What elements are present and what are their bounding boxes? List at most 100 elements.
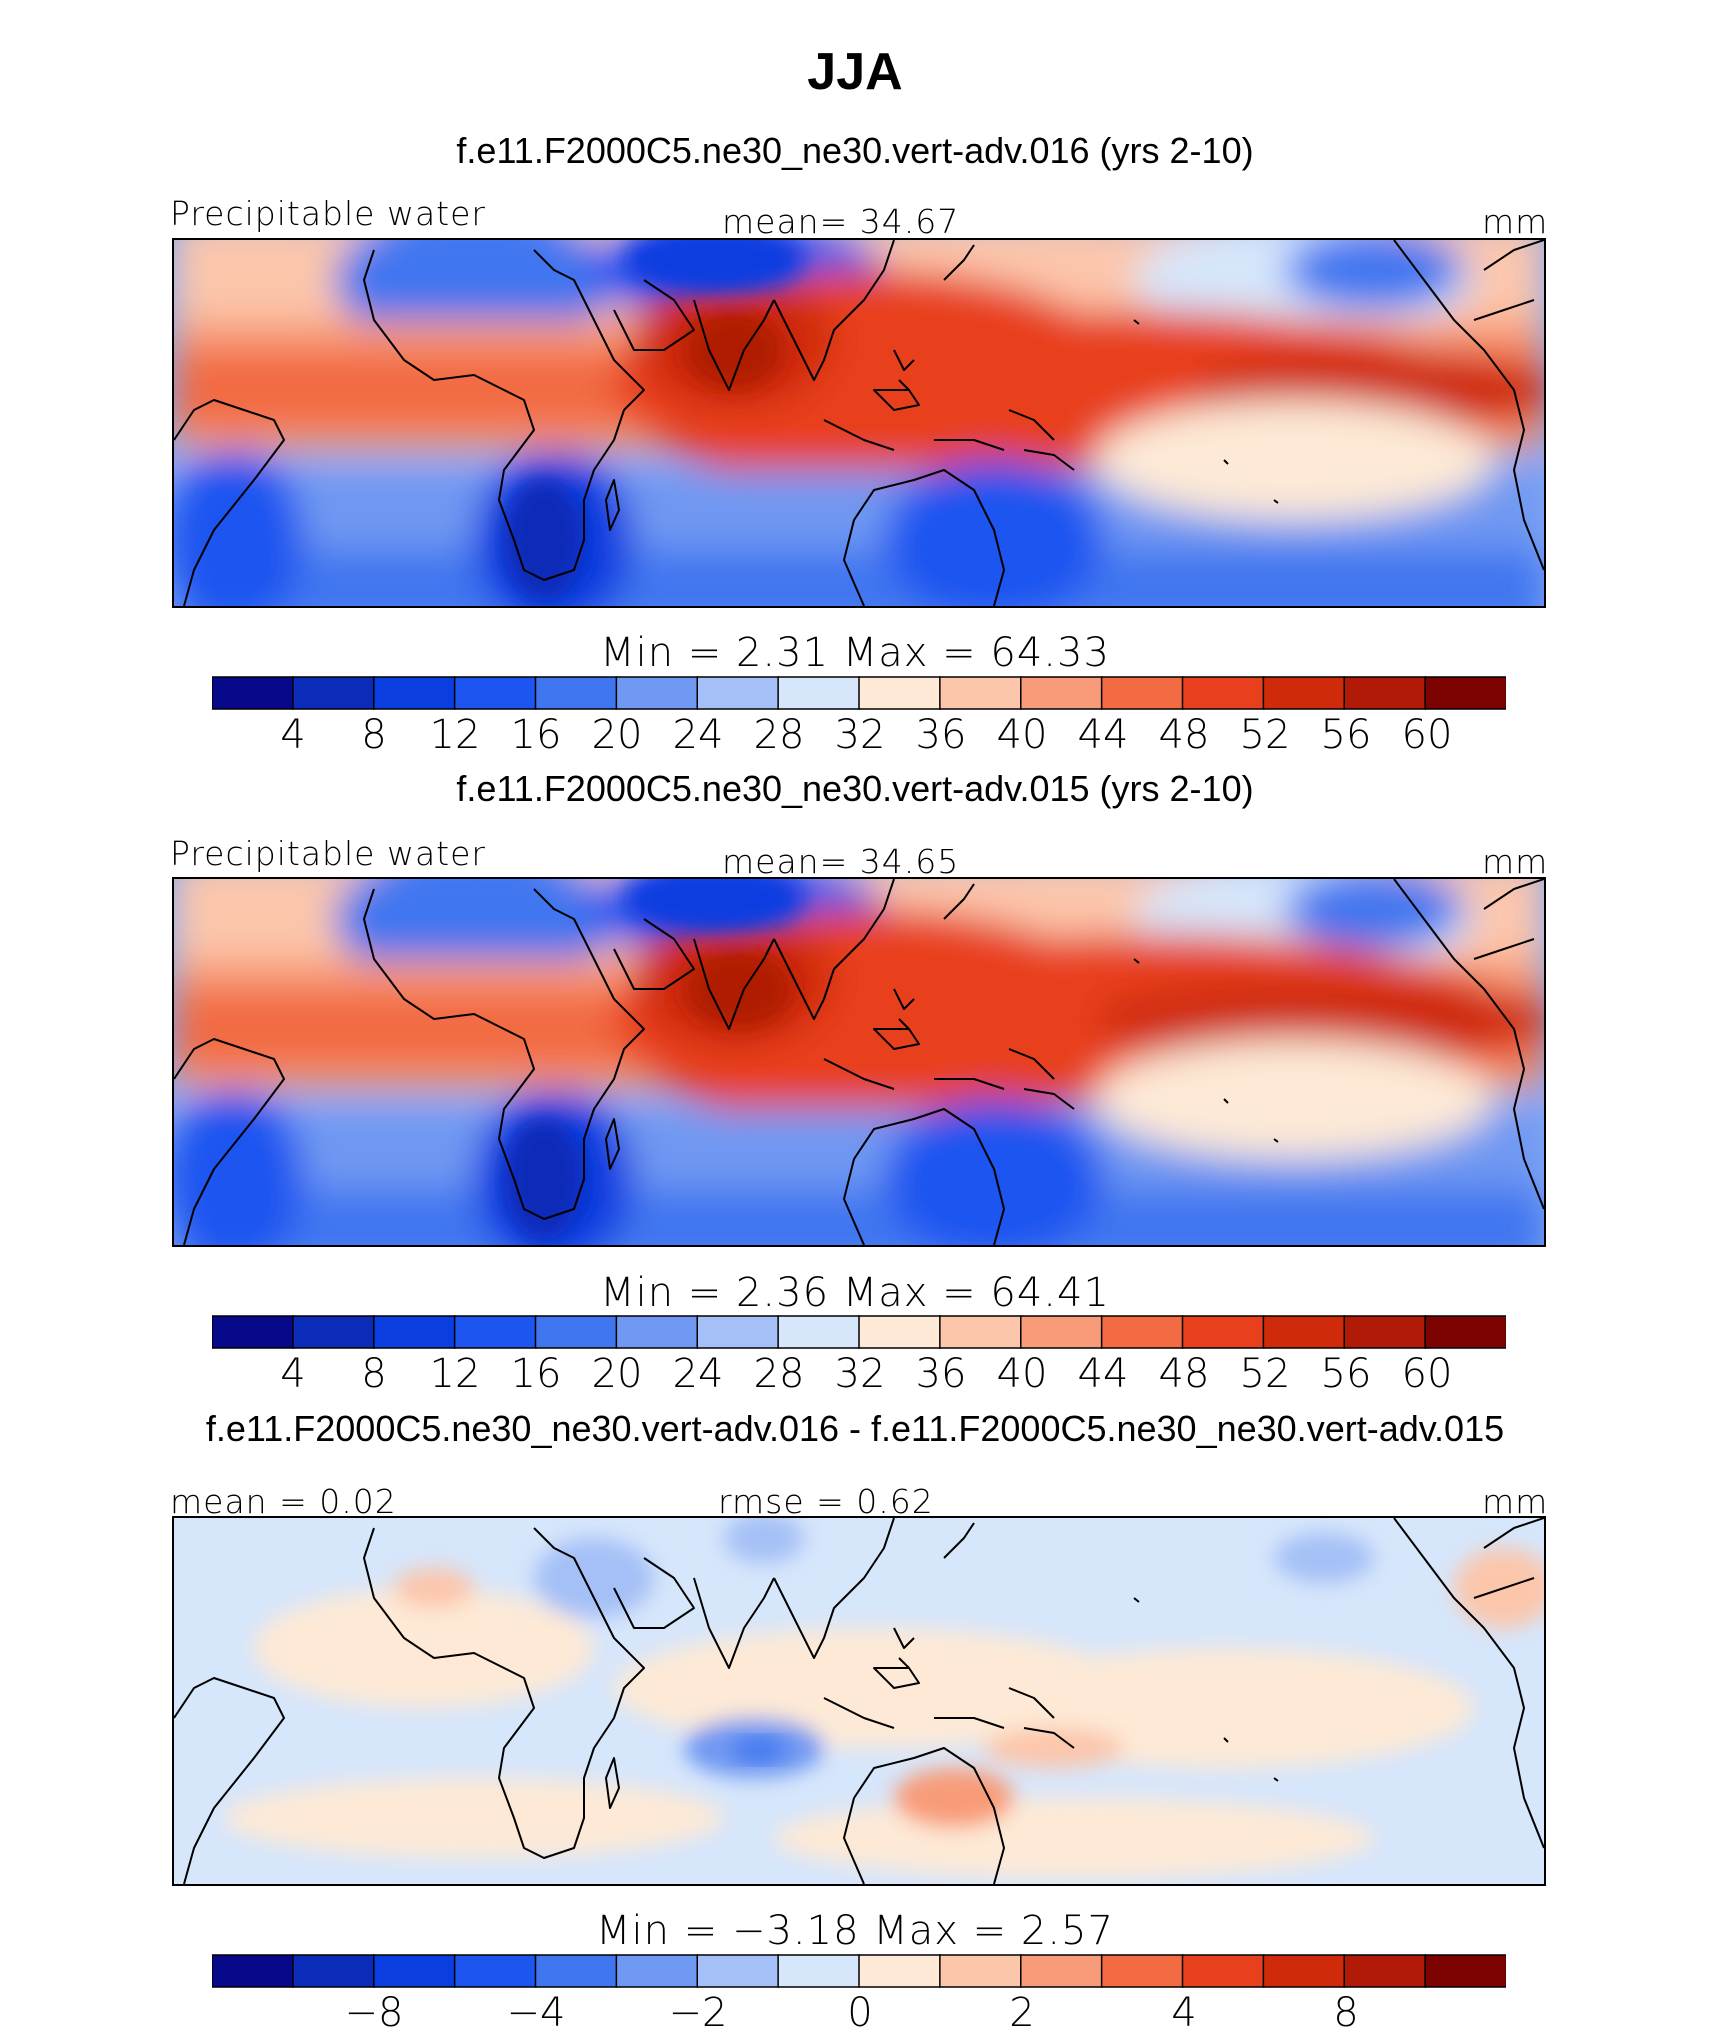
colorbar-swatch [858, 1315, 942, 1349]
colorbar-tick-label: 12 [429, 1351, 481, 1397]
colorbar-swatch [1181, 1954, 1265, 1988]
panel-3-map [172, 1516, 1546, 1886]
colorbar-swatch [453, 1954, 537, 1988]
colorbar-tick-label: 8 [1333, 1990, 1359, 2036]
panel-3-colorbar-labels: −8 −4 −2 0 2 4 8 [0, 1990, 1710, 2040]
colorbar-swatch [212, 1315, 295, 1349]
colorbar-swatch [212, 1954, 295, 1988]
panel-1-variable-label: Precipitable water [170, 194, 486, 233]
colorbar-tick-label: 40 [996, 712, 1048, 758]
colorbar-swatch [292, 676, 376, 710]
colorbar-swatch [1262, 1315, 1346, 1349]
colorbar-tick-label: 16 [510, 712, 562, 758]
colorbar-swatch [373, 676, 456, 710]
colorbar-tick-label: 4 [280, 1351, 306, 1397]
colorbar-swatch [939, 1315, 1023, 1349]
colorbar-swatch [1100, 1315, 1184, 1349]
colorbar-swatch [1424, 1954, 1506, 1988]
panel-2-mean-label: mean= 34.65 [722, 842, 960, 881]
colorbar-tick-label: 48 [1158, 1351, 1210, 1397]
colorbar-tick-label: 44 [1077, 712, 1129, 758]
colorbar-tick-label: 24 [672, 712, 724, 758]
panel-2-colorbar-labels: 4 8 12 16 20 24 28 32 36 40 44 48 52 56 … [0, 1351, 1710, 1401]
colorbar-swatch [212, 676, 295, 710]
panel-2-case-title: f.e11.F2000C5.ne30_ne30.vert-adv.015 (yr… [456, 768, 1254, 809]
colorbar-tick-label: 20 [591, 1351, 643, 1397]
colorbar-swatch [1343, 676, 1427, 710]
colorbar-tick-label: 4 [1171, 1990, 1197, 2036]
colorbar-swatch [1181, 1315, 1265, 1349]
panel-1-colorbar [212, 676, 1506, 710]
colorbar-swatch [1181, 676, 1265, 710]
panel-3-minmax: Min = −3.18 Max = 2.57 [596, 1908, 1114, 1954]
colorbar-swatch [1424, 676, 1506, 710]
colorbar-swatch [615, 1954, 699, 1988]
colorbar-tick-label: 24 [672, 1351, 724, 1397]
colorbar-tick-label: −2 [668, 1990, 728, 2036]
colorbar-swatch [292, 1315, 376, 1349]
colorbar-swatch [373, 1315, 456, 1349]
colorbar-swatch [777, 1315, 861, 1349]
colorbar-swatch [777, 676, 861, 710]
colorbar-swatch [1262, 1954, 1346, 1988]
panel-1-colorbar-labels: 4 8 12 16 20 24 28 32 36 40 44 48 52 56 … [0, 712, 1710, 762]
colorbar-tick-label: 20 [591, 712, 643, 758]
colorbar-tick-label: 56 [1320, 1351, 1372, 1397]
panel-1-mean-label: mean= 34.67 [722, 202, 960, 241]
colorbar-swatch [696, 676, 780, 710]
panel-1-map [172, 238, 1546, 608]
panel-2-minmax: Min = 2.36 Max = 64.41 [600, 1270, 1110, 1316]
colorbar-swatch [292, 1954, 376, 1988]
panel-3-rmse-label: rmse = 0.62 [718, 1482, 934, 1521]
figure-title: JJA [807, 43, 903, 101]
colorbar-swatch [453, 676, 537, 710]
colorbar-swatch [1020, 1954, 1103, 1988]
colorbar-tick-label: 52 [1239, 1351, 1291, 1397]
panel-1-units-label: mm [1482, 202, 1549, 241]
panel-3-colorbar [212, 1954, 1506, 1988]
colorbar-swatch [696, 1315, 780, 1349]
panel-3-case-title: f.e11.F2000C5.ne30_ne30.vert-adv.016 - f… [205, 1408, 1505, 1449]
colorbar-tick-label: 0 [847, 1990, 873, 2036]
colorbar-tick-label: 44 [1077, 1351, 1129, 1397]
colorbar-swatch [534, 1315, 618, 1349]
panel-2-colorbar [212, 1315, 1506, 1349]
colorbar-swatch [939, 676, 1023, 710]
panel-1-case-title: f.e11.F2000C5.ne30_ne30.vert-adv.016 (yr… [456, 130, 1254, 171]
colorbar-swatch [939, 1954, 1023, 1988]
colorbar-swatch [453, 1315, 537, 1349]
colorbar-tick-label: 60 [1401, 1351, 1453, 1397]
colorbar-tick-label: 56 [1320, 712, 1372, 758]
colorbar-swatch [1100, 676, 1184, 710]
colorbar-tick-label: 36 [915, 712, 967, 758]
colorbar-swatch [1020, 1315, 1103, 1349]
colorbar-tick-label: 36 [915, 1351, 967, 1397]
colorbar-tick-label: 40 [996, 1351, 1048, 1397]
colorbar-swatch [777, 1954, 861, 1988]
colorbar-swatch [1424, 1315, 1506, 1349]
colorbar-tick-label: 16 [510, 1351, 562, 1397]
colorbar-swatch [615, 676, 699, 710]
colorbar-tick-label: 28 [753, 712, 805, 758]
colorbar-tick-label: 8 [361, 1351, 387, 1397]
colorbar-swatch [1343, 1954, 1427, 1988]
colorbar-swatch [1020, 676, 1103, 710]
panel-3-units-label: mm [1482, 1482, 1549, 1521]
panel-2-map [172, 877, 1546, 1247]
colorbar-swatch [1100, 1954, 1184, 1988]
panel-2-variable-label: Precipitable water [170, 834, 486, 873]
colorbar-tick-label: 2 [1009, 1990, 1035, 2036]
colorbar-tick-label: 8 [361, 712, 387, 758]
panel-1-minmax: Min = 2.31 Max = 64.33 [600, 630, 1110, 676]
colorbar-tick-label: 4 [280, 712, 306, 758]
colorbar-swatch [615, 1315, 699, 1349]
colorbar-swatch [858, 676, 942, 710]
colorbar-tick-label: 48 [1158, 712, 1210, 758]
colorbar-tick-label: 32 [834, 1351, 886, 1397]
colorbar-swatch [858, 1954, 942, 1988]
colorbar-tick-label: 60 [1401, 712, 1453, 758]
panel-3-mean-label: mean = 0.02 [170, 1482, 397, 1521]
colorbar-tick-label: 52 [1239, 712, 1291, 758]
colorbar-swatch [1343, 1315, 1427, 1349]
colorbar-swatch [534, 676, 618, 710]
